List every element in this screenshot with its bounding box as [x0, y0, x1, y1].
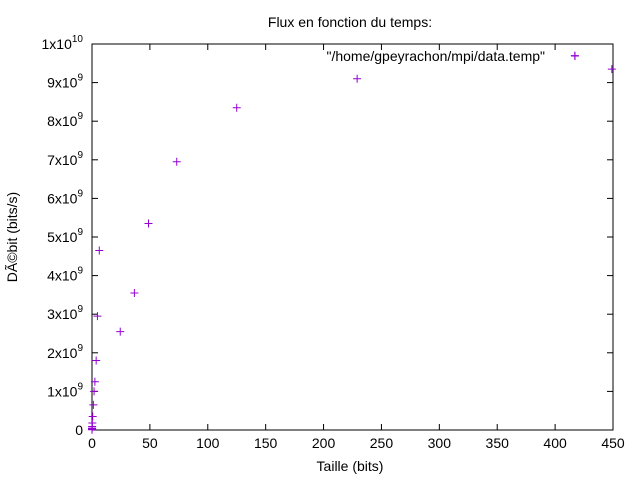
y-tick-label: 4x109 — [47, 266, 83, 284]
data-point — [116, 327, 125, 336]
y-tick-label: 6x109 — [47, 188, 83, 206]
x-axis-ticks: 0 50 100 150 200 250 300 350 400 450 — [88, 44, 625, 451]
x-tick-label: 350 — [486, 435, 510, 451]
data-point — [92, 356, 101, 365]
plot-frame — [91, 43, 614, 431]
x-axis-label: Taille (bits) — [317, 458, 384, 474]
y-tick-label: 8x109 — [47, 111, 83, 129]
x-tick-label: 450 — [601, 435, 625, 451]
data-point — [95, 246, 104, 255]
data-point — [90, 377, 99, 386]
data-point — [172, 157, 181, 166]
y-tick-label: 1x1010 — [42, 34, 84, 52]
y-axis-ticks: 0 1x109 2x109 3x109 4x109 5x109 6x109 7x109 8x10… — [42, 34, 613, 438]
chart-title: Flux en fonction du temps: — [268, 14, 432, 30]
y-tick-label: 1x109 — [47, 381, 83, 399]
data-point — [232, 103, 241, 112]
x-tick-label: 150 — [254, 435, 278, 451]
x-tick-label: 400 — [543, 435, 567, 451]
data-point — [88, 412, 97, 421]
data-point — [89, 400, 98, 409]
y-axis-label: DÃ©bit (bits/s) — [4, 192, 20, 282]
x-tick-label: 250 — [370, 435, 394, 451]
y-tick-label: 9x109 — [47, 73, 83, 91]
x-tick-label: 300 — [428, 435, 452, 451]
y-tick-label: 3x109 — [47, 304, 83, 322]
data-point — [353, 74, 362, 83]
x-tick-label: 50 — [142, 435, 158, 451]
data-point — [93, 312, 102, 321]
data-points — [88, 51, 616, 434]
x-tick-label: 100 — [196, 435, 220, 451]
x-tick-label: 0 — [88, 435, 96, 451]
x-tick-label: 200 — [312, 435, 336, 451]
legend-marker-series-1 — [571, 52, 579, 60]
data-point — [144, 219, 153, 228]
data-point — [130, 288, 139, 297]
y-tick-label: 2x109 — [47, 343, 83, 361]
data-point — [90, 387, 99, 396]
legend: "/home/gpeyrachon/mpi/data.temp" — [326, 48, 579, 64]
data-point — [607, 65, 616, 74]
y-tick-label: 0 — [75, 422, 83, 438]
y-tick-label: 5x109 — [47, 227, 83, 245]
y-tick-label: 7x109 — [47, 150, 83, 168]
legend-label-series-1: "/home/gpeyrachon/mpi/data.temp" — [326, 48, 545, 64]
